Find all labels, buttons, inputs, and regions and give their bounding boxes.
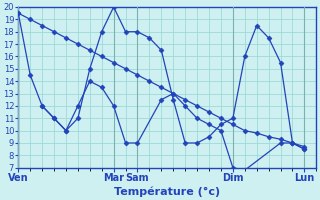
X-axis label: Température (°c): Température (°c) xyxy=(114,186,220,197)
